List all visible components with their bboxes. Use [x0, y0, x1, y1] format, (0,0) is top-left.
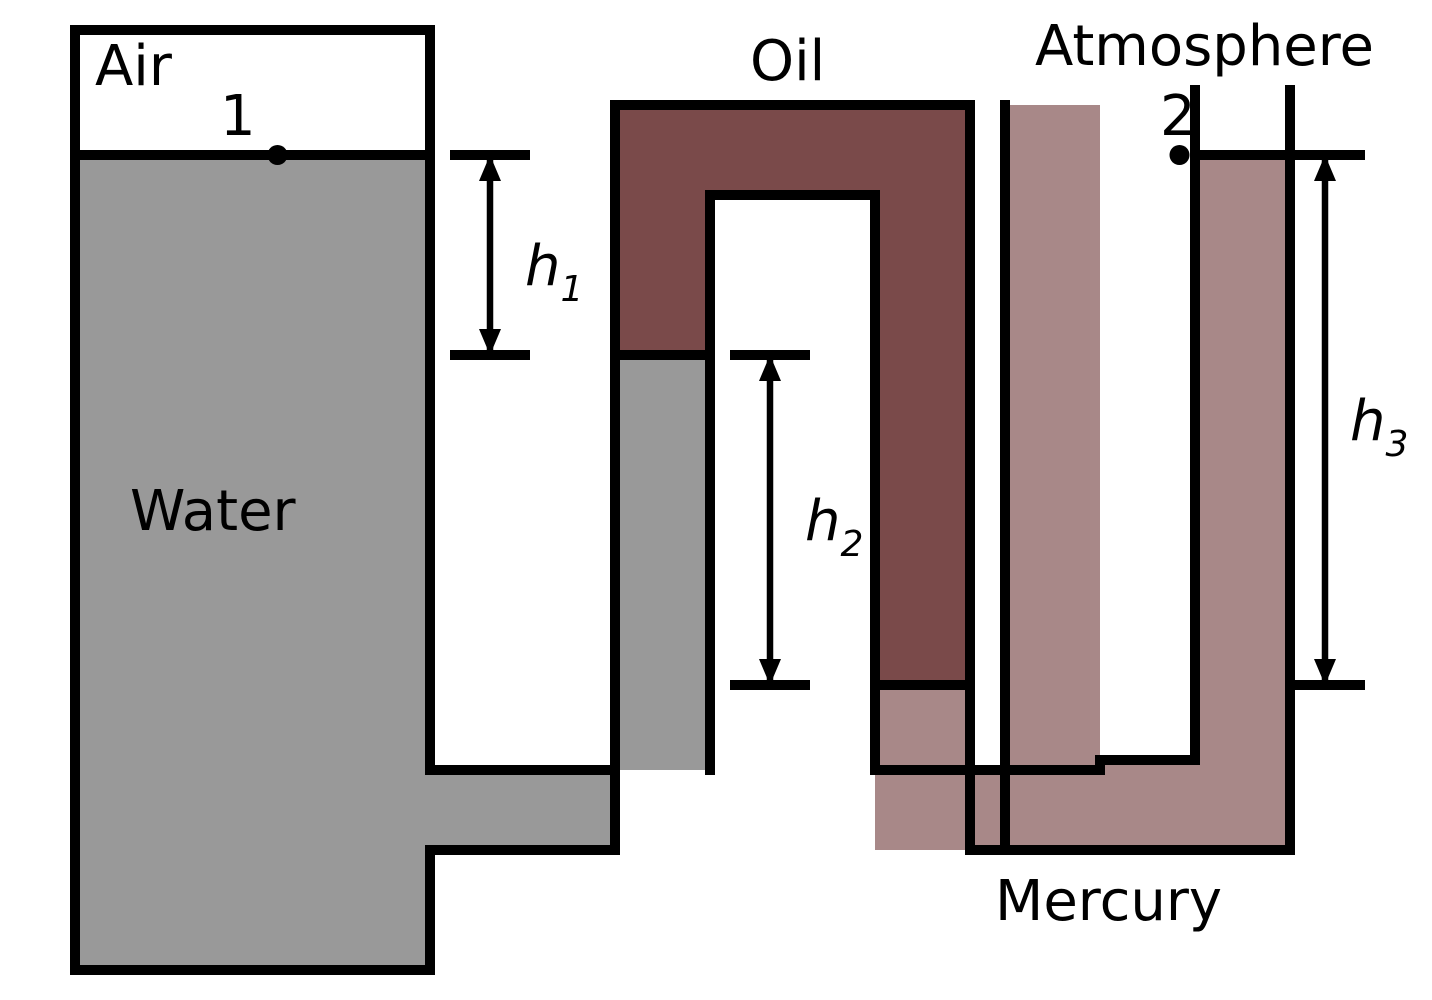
label-atmosphere: Atmosphere [1035, 14, 1374, 79]
label-point-1: 1 [220, 84, 256, 149]
label-water: Water [130, 479, 297, 544]
label-mercury: Mercury [995, 869, 1222, 934]
label-air: Air [95, 34, 173, 99]
label-oil: Oil [750, 29, 825, 94]
label-point-2: 2 [1160, 84, 1196, 149]
